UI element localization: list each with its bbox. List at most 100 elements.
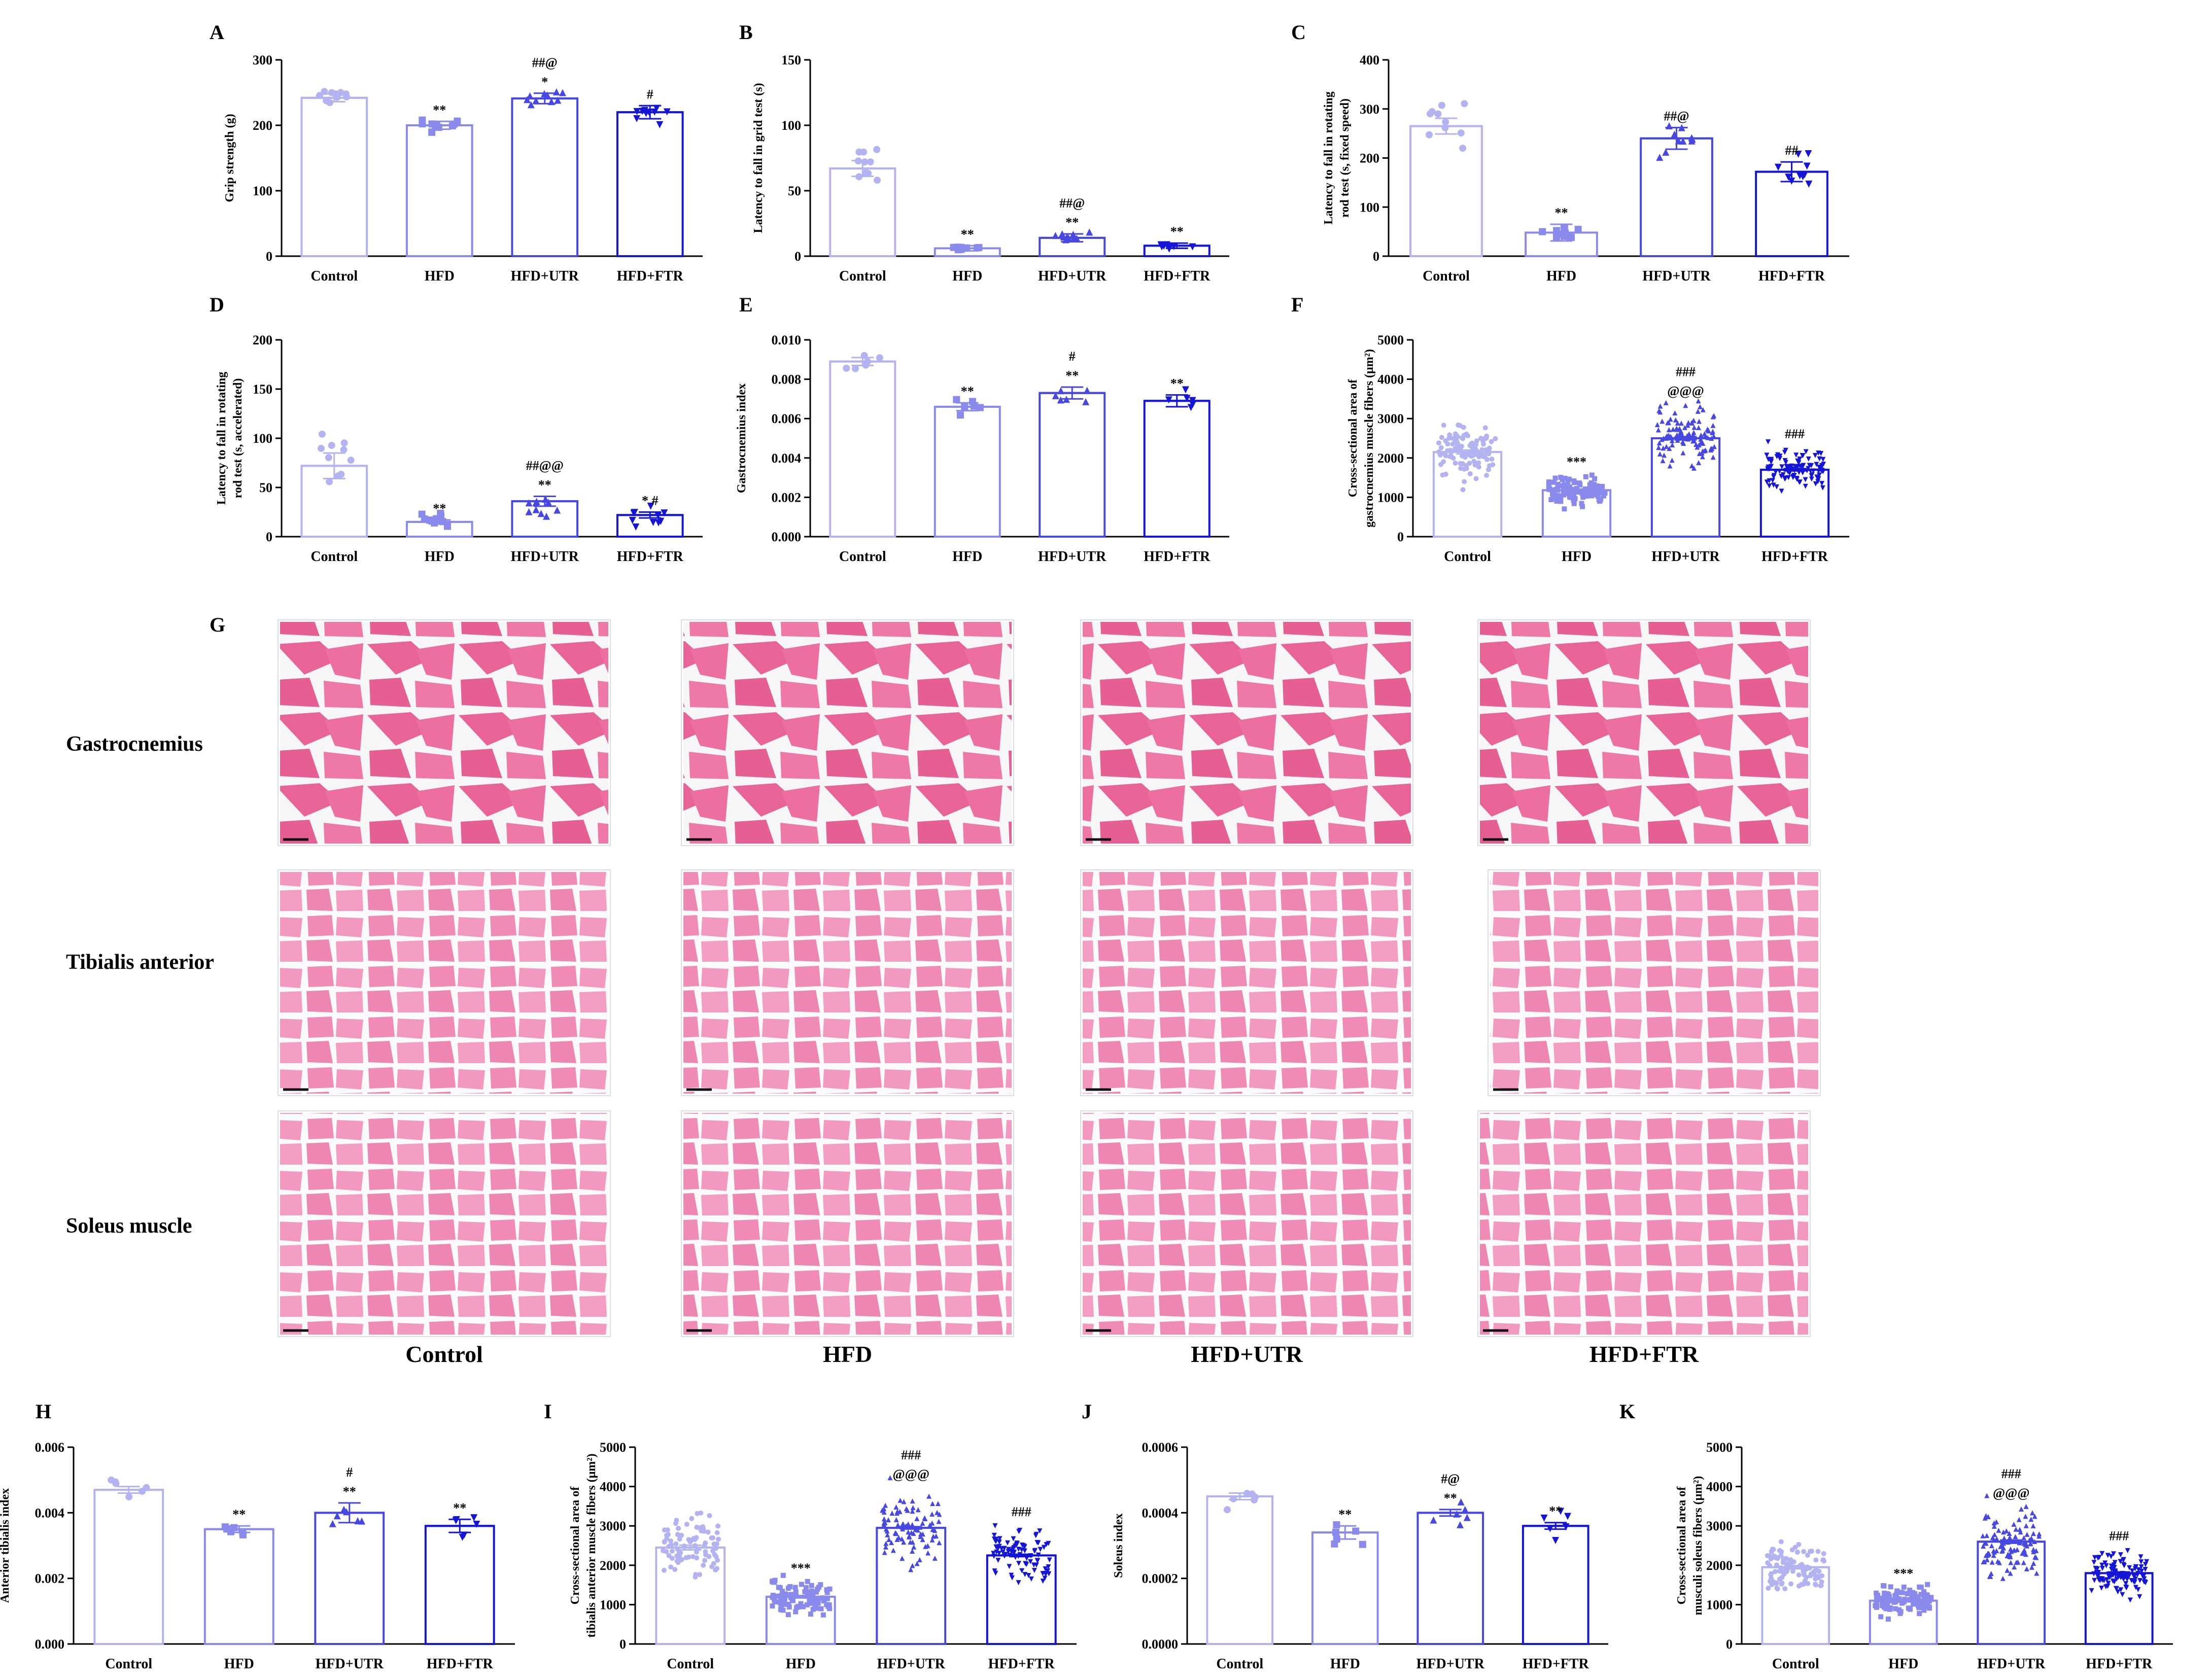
- y-tick-label: 0.0006: [1142, 1440, 1179, 1455]
- data-point: [1916, 1594, 1921, 1600]
- data-point: [1821, 462, 1826, 467]
- x-tick-label: Control: [1216, 1656, 1263, 1672]
- data-point: [1994, 1536, 1999, 1542]
- x-tick-label: HFD+FTR: [1144, 268, 1211, 284]
- data-point: [1789, 463, 1794, 469]
- data-point: [1981, 1543, 1986, 1549]
- data-point: [1467, 471, 1473, 477]
- data-point: [1052, 392, 1059, 399]
- data-point: [917, 1557, 922, 1562]
- data-point: [1558, 474, 1564, 480]
- data-point: [1043, 1566, 1048, 1571]
- data-point: [1468, 441, 1474, 447]
- data-point: [2127, 1565, 2132, 1570]
- data-points: [1430, 1498, 1471, 1528]
- data-point: [1800, 452, 1806, 458]
- y-axis-label: Latency to fall in rotating rod test (s, …: [215, 372, 245, 505]
- data-point: [804, 1602, 810, 1607]
- data-point: [678, 1557, 684, 1563]
- data-point: [2029, 1564, 2034, 1570]
- data-point: [703, 1549, 708, 1554]
- data-point: [810, 1596, 816, 1601]
- data-point: [525, 508, 533, 515]
- data-point: [1775, 1586, 1780, 1592]
- data-point: [808, 1612, 813, 1617]
- data-point: [337, 471, 345, 478]
- data-points: [1774, 150, 1813, 188]
- data-point: [1991, 1553, 1996, 1558]
- data-point: [1791, 1559, 1796, 1565]
- data-point: [1771, 1547, 1776, 1552]
- data-point: [1888, 1584, 1893, 1590]
- data-point: [1796, 1542, 1802, 1547]
- data-point: [2020, 1551, 2025, 1556]
- data-point: [711, 1561, 716, 1566]
- data-point: [1561, 492, 1566, 498]
- data-point: [326, 478, 333, 485]
- data-point: [2132, 1573, 2137, 1579]
- data-point: [2114, 1577, 2120, 1582]
- data-point: [793, 1589, 799, 1594]
- data-point: [824, 1590, 830, 1595]
- data-point: [873, 146, 881, 153]
- data-point: [778, 1597, 784, 1602]
- data-point: [883, 1541, 889, 1546]
- data-point: [1710, 430, 1715, 436]
- data-point: [2019, 1507, 2024, 1512]
- data-point: [1983, 1553, 1989, 1558]
- data-point: [1047, 1557, 1052, 1563]
- data-point: [2127, 1597, 2133, 1603]
- bar: [424, 1525, 495, 1645]
- data-point: [1675, 421, 1680, 426]
- y-tick-label: 0: [1397, 530, 1404, 544]
- data-point: [1019, 1568, 1025, 1573]
- micrograph-3-1: [1490, 872, 1818, 1094]
- data-point: [1887, 1605, 1893, 1611]
- chart-panel-D: D 0 50 100 150 200 Latency to fall in rotating…: [210, 293, 703, 565]
- data-point: [1700, 440, 1705, 445]
- micrograph-2-0: [1083, 622, 1411, 844]
- data-point: [2109, 1563, 2114, 1569]
- micrograph-2-1: [1083, 872, 1411, 1094]
- data-point: [2118, 1552, 2123, 1558]
- data-point: [1460, 436, 1466, 441]
- data-point: [1082, 398, 1090, 405]
- data-point: [889, 1510, 895, 1516]
- data-point: [824, 1587, 830, 1593]
- y-tick-label: 200: [253, 333, 272, 347]
- data-point: [2007, 1534, 2013, 1540]
- data-point: [893, 1517, 899, 1522]
- data-point: [1894, 1588, 1900, 1594]
- data-point: [820, 1612, 826, 1618]
- data-point: [934, 1533, 939, 1539]
- data-point: [1782, 449, 1787, 455]
- data-point: [956, 411, 964, 419]
- y-tick-label: 0.010: [772, 333, 802, 347]
- data-point: [885, 1532, 890, 1537]
- y-tick-label: 0: [266, 530, 272, 544]
- data-point: [932, 1528, 938, 1533]
- y-axis-label: Cross-sectional area of gastrocnemius mus…: [1346, 349, 1376, 528]
- data-point: [883, 1526, 889, 1532]
- data-point: [793, 1609, 799, 1615]
- y-tick-label: 0.0004: [1142, 1506, 1179, 1520]
- data-point: [669, 1548, 675, 1554]
- x-tick-label: Control: [1444, 549, 1491, 565]
- significance-mark: *: [541, 75, 548, 89]
- y-tick-label: 5000: [1706, 1440, 1733, 1455]
- data-point: [900, 1556, 905, 1561]
- data-point: [2142, 1562, 2148, 1567]
- data-point: [2091, 1560, 2097, 1565]
- y-tick-label: 3000: [1377, 411, 1404, 426]
- data-point: [527, 101, 535, 109]
- data-point: [714, 1530, 720, 1535]
- data-point: [1764, 479, 1770, 485]
- data-point: [1580, 504, 1585, 509]
- data-point: [1881, 1583, 1886, 1588]
- data-point: [2008, 1570, 2013, 1576]
- bar: [1409, 125, 1483, 258]
- data-point: [2032, 1554, 2038, 1560]
- data-point: [1892, 1593, 1898, 1598]
- data-point: [683, 1555, 689, 1560]
